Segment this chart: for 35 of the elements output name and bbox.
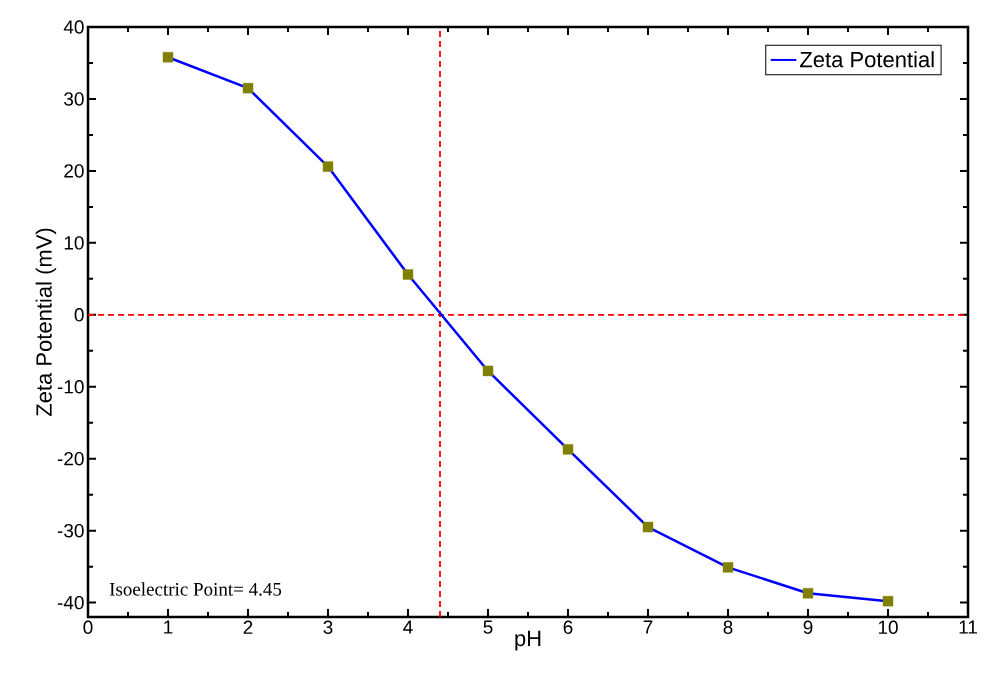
x-tick-label: 11	[959, 620, 977, 634]
annotation: Isoelectric Point= 4.45	[109, 582, 282, 596]
y-tick-label: -40	[57, 595, 84, 610]
point	[242, 82, 254, 94]
point	[322, 161, 334, 172]
y-tick-label: -30	[57, 523, 84, 538]
legend-label: Zeta Potential	[800, 51, 934, 68]
x-tick-label: 2	[243, 620, 253, 634]
x-tick-label: 5	[483, 620, 493, 634]
y-tick-label: -10	[57, 380, 84, 394]
x-tick-label: 0	[83, 620, 93, 634]
x-tick-label: 7	[643, 620, 653, 634]
point	[402, 269, 414, 280]
x-tick-label: 4	[403, 620, 413, 634]
point	[802, 588, 814, 599]
x-axis-title: pH	[515, 630, 541, 651]
y-tick-label: 0	[74, 308, 84, 322]
point	[882, 595, 894, 607]
y-tick-label: 10	[64, 236, 84, 250]
x-tick-label: 1	[164, 620, 173, 634]
y-tick-label: 40	[63, 20, 84, 34]
x-tick-label: 10	[878, 620, 898, 634]
point	[482, 365, 494, 377]
x-tick-label: 6	[563, 620, 573, 634]
point	[162, 52, 174, 63]
point	[722, 562, 734, 573]
y-tick-label: -20	[57, 451, 84, 466]
x-tick-label: 8	[723, 620, 733, 634]
point	[562, 444, 574, 455]
y-tick-label: 20	[64, 164, 84, 178]
y-axis-title: Zeta Potential (mV)	[35, 228, 57, 417]
y-tick-label: 30	[64, 92, 84, 106]
point	[642, 521, 654, 533]
x-tick-label: 3	[323, 620, 333, 634]
x-tick-label: 9	[803, 620, 813, 634]
